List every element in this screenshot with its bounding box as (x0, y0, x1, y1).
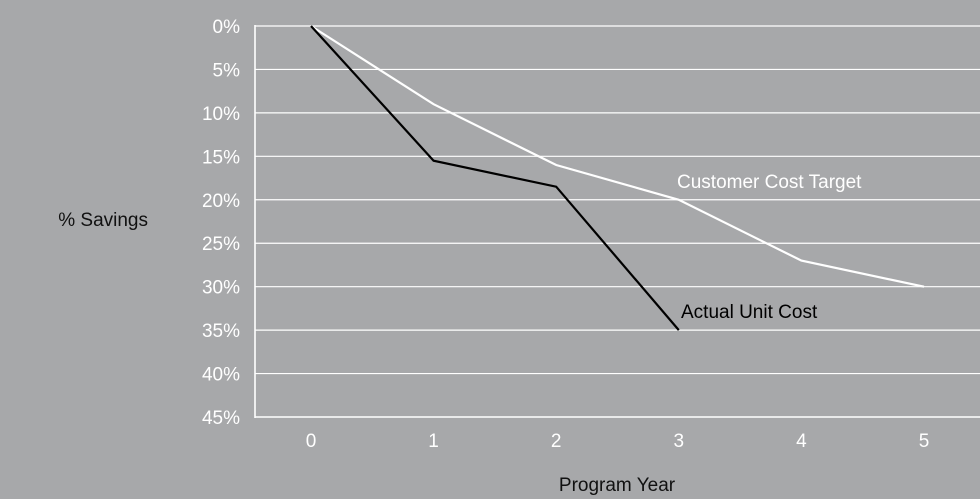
y-tick-label: 40% (202, 365, 240, 386)
x-tick-label: 1 (428, 431, 439, 452)
y-tick-label: 15% (202, 147, 240, 168)
x-tick-label: 3 (674, 431, 685, 452)
series-labels: Customer Cost Target Actual Unit Cost (677, 172, 862, 323)
x-axis-title: Program Year (559, 475, 676, 496)
axes (254, 25, 980, 418)
grid (255, 25, 980, 375)
series-line-actual-unit-cost (310, 25, 680, 331)
y-tick-label: 10% (202, 104, 240, 125)
series-label-actual-unit-cost: Actual Unit Cost (681, 302, 818, 323)
y-tick-label: 0% (213, 17, 241, 38)
y-tick-label: 35% (202, 321, 240, 342)
x-tick-label: 4 (796, 431, 807, 452)
x-tick-labels: 0 1 2 3 4 5 (306, 431, 930, 452)
y-tick-label: 30% (202, 278, 240, 299)
series-lines (310, 25, 925, 331)
x-tick-label: 5 (919, 431, 930, 452)
series-label-customer-cost-target: Customer Cost Target (677, 172, 862, 193)
y-tick-labels: 0% 5% 10% 15% 20% 25% 30% 35% 40% 45% (202, 17, 240, 429)
y-tick-label: 25% (202, 234, 240, 255)
y-tick-label: 45% (202, 408, 240, 429)
x-tick-label: 0 (306, 431, 317, 452)
y-tick-label: 20% (202, 191, 240, 212)
x-tick-label: 2 (551, 431, 562, 452)
y-tick-label: 5% (213, 60, 241, 81)
y-axis-title: % Savings (58, 210, 148, 231)
series-line-customer-cost-target (310, 25, 925, 288)
